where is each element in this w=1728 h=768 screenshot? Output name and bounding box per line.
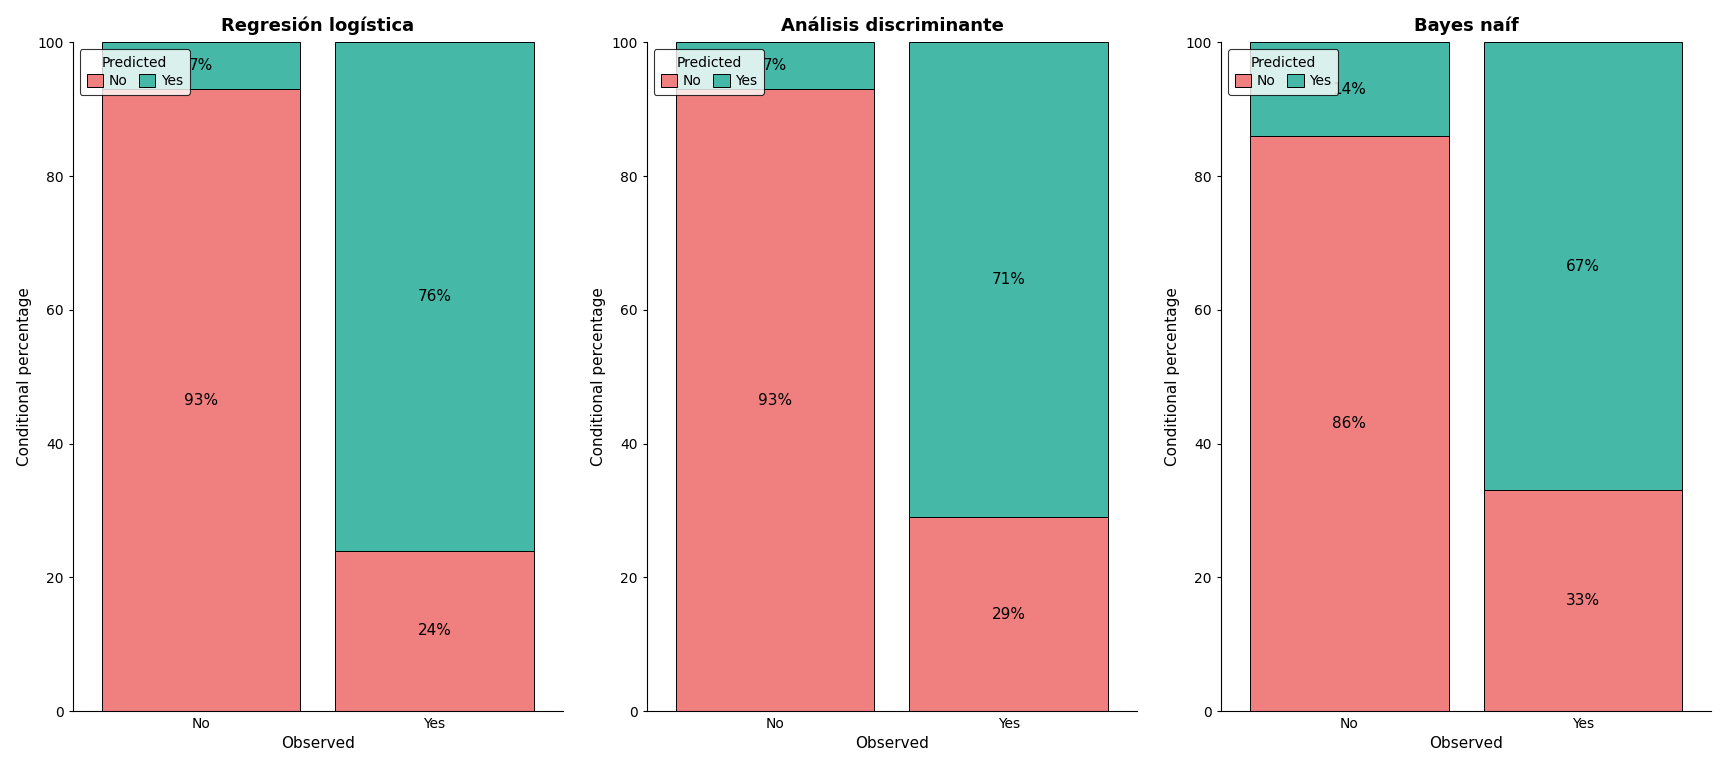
Bar <box>102 42 301 89</box>
Title: Análisis discriminante: Análisis discriminante <box>781 17 1004 35</box>
X-axis label: Observed: Observed <box>855 737 930 751</box>
Text: 14%: 14% <box>1332 81 1367 97</box>
Title: Regresión logística: Regresión logística <box>221 17 415 35</box>
Bar <box>1484 491 1681 711</box>
Bar <box>676 42 874 89</box>
Text: 33%: 33% <box>1566 594 1600 608</box>
Bar <box>909 42 1108 517</box>
Title: Bayes naíf: Bayes naíf <box>1414 17 1519 35</box>
Text: 86%: 86% <box>1332 416 1367 431</box>
X-axis label: Observed: Observed <box>282 737 354 751</box>
Bar <box>909 517 1108 711</box>
Bar <box>102 89 301 711</box>
Bar <box>676 89 874 711</box>
Y-axis label: Conditional percentage: Conditional percentage <box>591 287 607 466</box>
Text: 93%: 93% <box>183 392 218 408</box>
Text: 71%: 71% <box>992 272 1026 287</box>
Bar <box>1249 42 1448 136</box>
Bar <box>335 42 534 551</box>
Bar <box>1249 136 1448 711</box>
Legend: No, Yes: No, Yes <box>79 49 190 95</box>
X-axis label: Observed: Observed <box>1429 737 1503 751</box>
Legend: No, Yes: No, Yes <box>653 49 764 95</box>
Text: 24%: 24% <box>418 624 451 638</box>
Text: 76%: 76% <box>418 289 451 304</box>
Y-axis label: Conditional percentage: Conditional percentage <box>1165 287 1180 466</box>
Bar <box>1484 42 1681 491</box>
Text: 7%: 7% <box>764 58 788 73</box>
Text: 29%: 29% <box>992 607 1026 622</box>
Text: 7%: 7% <box>188 58 213 73</box>
Text: 67%: 67% <box>1566 259 1600 274</box>
Text: 93%: 93% <box>759 392 791 408</box>
Bar <box>335 551 534 711</box>
Y-axis label: Conditional percentage: Conditional percentage <box>17 287 31 466</box>
Legend: No, Yes: No, Yes <box>1229 49 1337 95</box>
